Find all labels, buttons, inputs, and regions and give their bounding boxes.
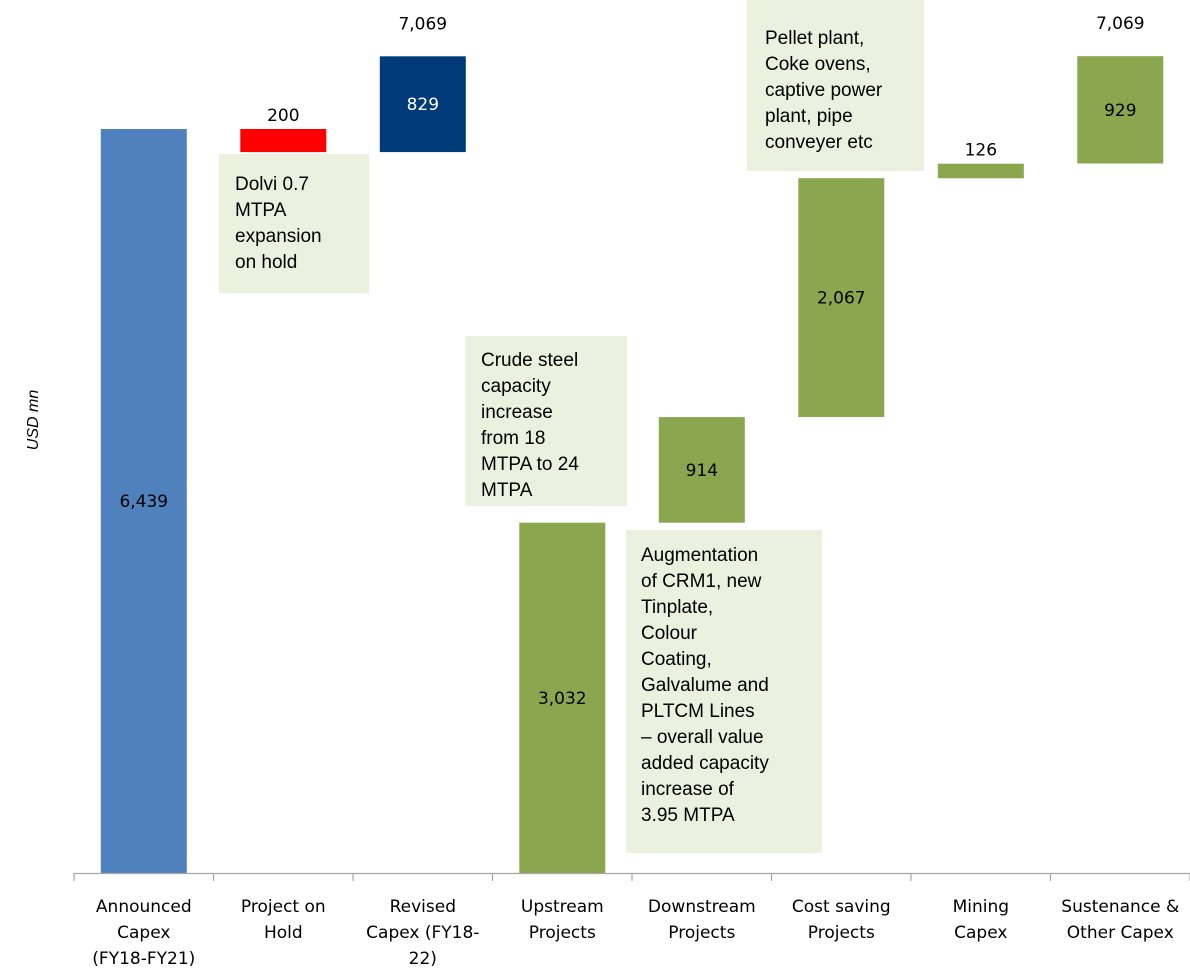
data-label-1: 6,439 xyxy=(119,492,168,512)
x-tick-label-2: Project on Hold xyxy=(241,897,326,943)
bar-1 xyxy=(100,129,187,873)
x-tick-label-3: Revised Capex (FY18-22) xyxy=(366,897,479,969)
bar-5 xyxy=(658,417,745,523)
annotation-box-4 xyxy=(747,0,924,171)
annotation-text-1: Dolvi 0.7 MTPA expansion on hold xyxy=(235,174,322,273)
bar-3 xyxy=(379,56,466,153)
bar-2 xyxy=(240,129,327,153)
data-label-2: 200 xyxy=(267,106,299,126)
data-label-6: 2,067 xyxy=(817,289,866,309)
annotation-text-2: Crude steel capacity increase from 18 MTPA t… xyxy=(481,350,579,501)
annotation-box-1 xyxy=(219,154,369,293)
x-tick-label-1: Announced Capex (FY18-FY21) xyxy=(92,897,195,969)
x-tick-label-4: Upstream Projects xyxy=(521,897,604,943)
data-label-8: 929 xyxy=(1104,101,1136,121)
bar-4 xyxy=(519,522,606,873)
data-labels-layer: 6,439 200 829 7,069 3,032 914 2,067 126 929 7,069 xyxy=(119,14,1144,709)
data-label-5: 914 xyxy=(686,461,718,481)
x-tick-label-7: Mining Capex xyxy=(953,897,1009,943)
x-axis: Announced Capex (FY18-FY21) Project on Hold R… xyxy=(73,872,1190,969)
x-tick-label-5: Downstream Projects xyxy=(648,897,756,943)
data-label-3: 829 xyxy=(407,95,439,115)
data-label-7: 126 xyxy=(965,141,997,161)
bar-8 xyxy=(1077,56,1164,164)
annotation-box-3 xyxy=(626,530,822,853)
annotation-text-3: Augmentation of CRM1, new Tinplate, Colour C… xyxy=(641,545,769,826)
bar-7 xyxy=(937,163,1024,179)
annotation-text-4: Pellet plant, Coke ovens, captive power pla… xyxy=(765,28,883,153)
bar-6 xyxy=(798,178,885,417)
y-axis-label: USD mn xyxy=(25,390,42,451)
total-label-3: 7,069 xyxy=(398,14,447,34)
annotation-layer: Dolvi 0.7 MTPA expansion on hold Crude steel… xyxy=(219,0,924,853)
total-label-8: 7,069 xyxy=(1096,14,1145,34)
annotation-box-2 xyxy=(465,336,627,506)
x-tick-label-8: Sustenance & Other Capex xyxy=(1061,897,1179,943)
data-label-4: 3,032 xyxy=(538,689,587,709)
x-tick-label-6: Cost saving Projects xyxy=(792,897,891,943)
bars-layer xyxy=(100,56,1164,873)
